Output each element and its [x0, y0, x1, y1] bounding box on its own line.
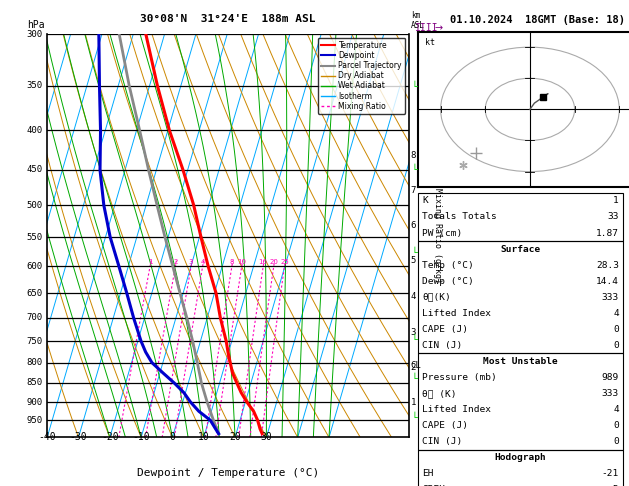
Text: θᴄ (K): θᴄ (K) — [422, 389, 457, 398]
Text: SREH: SREH — [422, 485, 445, 486]
Text: 989: 989 — [602, 373, 619, 382]
Text: EH: EH — [422, 469, 433, 478]
Text: 0: 0 — [613, 341, 619, 350]
Text: 500: 500 — [26, 201, 43, 209]
Text: 20: 20 — [229, 433, 241, 442]
Text: 0: 0 — [613, 325, 619, 334]
Text: 30: 30 — [260, 433, 272, 442]
Text: 10: 10 — [237, 259, 246, 265]
Text: Hodograph: Hodograph — [494, 453, 547, 462]
Text: 0: 0 — [613, 437, 619, 446]
Text: Pressure (mb): Pressure (mb) — [422, 373, 497, 382]
Text: └: └ — [412, 413, 418, 423]
Text: 550: 550 — [26, 233, 43, 242]
Text: Dewp (°C): Dewp (°C) — [422, 277, 474, 286]
Text: K: K — [422, 196, 428, 206]
Text: Mixing Ratio (g/kg): Mixing Ratio (g/kg) — [433, 188, 442, 283]
Text: 8: 8 — [230, 259, 234, 265]
Text: 700: 700 — [26, 313, 43, 322]
Text: CAPE (J): CAPE (J) — [422, 325, 468, 334]
Text: 4: 4 — [613, 309, 619, 318]
Text: -5: -5 — [608, 485, 619, 486]
Text: 1: 1 — [148, 259, 152, 265]
Text: PW (cm): PW (cm) — [422, 228, 462, 238]
Text: -21: -21 — [602, 469, 619, 478]
Text: Most Unstable: Most Unstable — [483, 357, 558, 366]
Text: 3: 3 — [189, 259, 193, 265]
Text: 750: 750 — [26, 336, 43, 346]
Text: 28.3: 28.3 — [596, 260, 619, 270]
Text: 01.10.2024  18GMT (Base: 18): 01.10.2024 18GMT (Base: 18) — [450, 15, 625, 25]
Text: 33: 33 — [608, 212, 619, 222]
Legend: Temperature, Dewpoint, Parcel Trajectory, Dry Adiabat, Wet Adiabat, Isotherm, Mi: Temperature, Dewpoint, Parcel Trajectory… — [318, 38, 405, 114]
Text: 2: 2 — [173, 259, 177, 265]
Text: 650: 650 — [26, 289, 43, 297]
Text: Lifted Index: Lifted Index — [422, 309, 491, 318]
Text: 4: 4 — [411, 292, 416, 301]
Text: 7: 7 — [411, 186, 416, 194]
Text: →: → — [434, 23, 442, 33]
Text: 350: 350 — [26, 81, 43, 90]
Text: -20: -20 — [101, 433, 119, 442]
Text: 0: 0 — [613, 421, 619, 430]
Text: 333: 333 — [602, 293, 619, 302]
Text: Dewpoint / Temperature (°C): Dewpoint / Temperature (°C) — [137, 468, 319, 478]
Text: Totals Totals: Totals Totals — [422, 212, 497, 222]
Text: IIII: IIII — [415, 23, 438, 33]
Text: └: └ — [412, 83, 418, 92]
Text: └: └ — [412, 248, 418, 258]
Text: 16: 16 — [259, 259, 268, 265]
Text: 950: 950 — [26, 416, 43, 425]
Text: 450: 450 — [26, 165, 43, 174]
Text: └: └ — [412, 165, 418, 175]
Text: 4: 4 — [613, 405, 619, 414]
Text: 20: 20 — [269, 259, 278, 265]
Text: Surface: Surface — [501, 244, 540, 254]
Text: 400: 400 — [26, 126, 43, 135]
Text: 800: 800 — [26, 358, 43, 367]
Text: 30°08'N  31°24'E  188m ASL: 30°08'N 31°24'E 188m ASL — [140, 14, 316, 24]
Text: CL: CL — [411, 362, 421, 370]
Text: 25: 25 — [280, 259, 289, 265]
Text: 14.4: 14.4 — [596, 277, 619, 286]
Text: 900: 900 — [26, 398, 43, 407]
Text: -30: -30 — [70, 433, 87, 442]
Text: └: └ — [412, 374, 418, 384]
Text: Temp (°C): Temp (°C) — [422, 260, 474, 270]
Text: 0: 0 — [169, 433, 175, 442]
Text: 1: 1 — [613, 196, 619, 206]
Text: 2: 2 — [411, 363, 416, 372]
Text: 850: 850 — [26, 379, 43, 387]
Text: 600: 600 — [26, 262, 43, 271]
Text: 4: 4 — [201, 259, 205, 265]
Text: 1: 1 — [411, 399, 416, 407]
Text: Lifted Index: Lifted Index — [422, 405, 491, 414]
Text: 8: 8 — [411, 151, 416, 160]
Text: └: └ — [412, 335, 418, 345]
Text: CIN (J): CIN (J) — [422, 437, 462, 446]
Text: 5: 5 — [411, 256, 416, 265]
Text: -10: -10 — [132, 433, 150, 442]
Text: km
ASL: km ASL — [411, 11, 425, 30]
Text: -40: -40 — [38, 433, 56, 442]
Text: 3: 3 — [411, 328, 416, 337]
Text: 10: 10 — [198, 433, 209, 442]
Text: θᴄ(K): θᴄ(K) — [422, 293, 451, 302]
Text: kt: kt — [425, 38, 435, 47]
Text: hPa: hPa — [27, 20, 45, 30]
Text: 1.87: 1.87 — [596, 228, 619, 238]
Text: 300: 300 — [26, 30, 43, 38]
Text: CAPE (J): CAPE (J) — [422, 421, 468, 430]
Text: 6: 6 — [411, 221, 416, 230]
Text: 333: 333 — [602, 389, 619, 398]
Text: CIN (J): CIN (J) — [422, 341, 462, 350]
